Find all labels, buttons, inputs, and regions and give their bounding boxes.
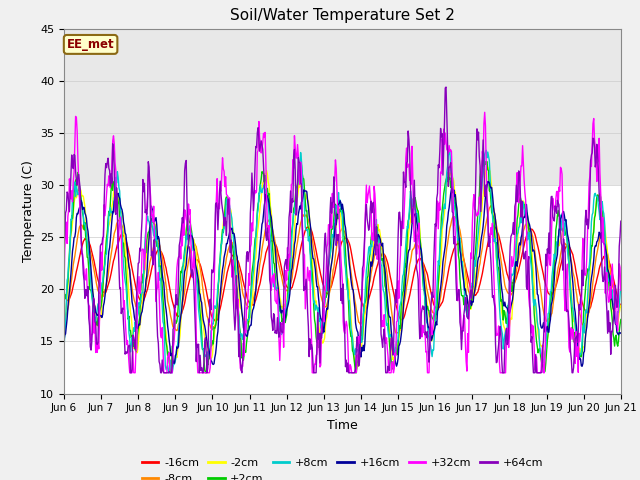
-16cm [206,307,214,312]
+8cm [335,190,342,195]
+16cm [617,330,625,336]
-16cm [182,291,190,297]
-2cm [60,329,68,335]
+64cm [183,196,191,202]
+2cm [167,370,175,376]
+8cm [568,294,575,300]
Line: +64cm: +64cm [64,87,621,373]
-8cm [444,241,451,247]
+32cm [481,109,488,115]
+32cm [126,370,134,376]
Line: +2cm: +2cm [64,160,621,373]
+2cm [568,302,575,308]
+64cm [617,218,625,224]
+2cm [183,221,191,227]
+64cm [389,352,397,358]
-2cm [353,367,360,373]
+16cm [182,263,190,268]
+32cm [389,359,397,364]
Line: +32cm: +32cm [64,112,621,373]
+2cm [479,157,487,163]
-16cm [60,293,68,299]
+16cm [60,338,68,344]
+64cm [442,84,450,90]
+32cm [568,324,575,330]
-2cm [568,287,575,292]
-16cm [389,285,397,291]
-8cm [395,331,403,336]
+16cm [443,223,451,228]
-16cm [490,223,498,228]
+8cm [207,328,215,334]
Line: -8cm: -8cm [64,206,621,334]
+32cm [335,203,342,209]
+8cm [617,282,625,288]
+32cm [617,288,625,293]
-8cm [60,314,68,320]
-2cm [334,211,342,217]
Y-axis label: Temperature (C): Temperature (C) [22,160,35,262]
X-axis label: Time: Time [327,419,358,432]
+16cm [334,208,342,214]
+32cm [183,218,191,224]
Line: +16cm: +16cm [64,181,621,366]
+8cm [164,370,172,376]
-8cm [182,275,190,281]
-8cm [388,311,396,316]
+32cm [60,288,68,293]
+8cm [444,164,451,169]
+16cm [484,179,492,184]
+2cm [617,317,625,323]
-2cm [444,178,451,183]
-8cm [487,203,495,209]
+16cm [206,353,214,359]
-8cm [334,239,342,244]
-16cm [444,273,451,278]
+2cm [389,366,397,372]
Bar [64,29,621,185]
-2cm [617,303,625,309]
+8cm [483,147,490,153]
+16cm [566,256,574,262]
-2cm [484,164,492,170]
+64cm [335,232,342,238]
+16cm [388,334,396,340]
Legend: -16cm, -8cm, -2cm, +2cm, +8cm, +16cm, +32cm, +64cm: -16cm, -8cm, -2cm, +2cm, +8cm, +16cm, +3… [138,454,547,480]
-2cm [206,353,214,359]
Line: -2cm: -2cm [64,167,621,370]
+2cm [207,342,215,348]
-16cm [617,304,625,310]
+2cm [60,300,68,306]
Line: +8cm: +8cm [64,150,621,373]
+2cm [444,179,451,184]
+64cm [60,243,68,249]
+64cm [127,370,134,376]
Line: -16cm: -16cm [64,226,621,322]
+2cm [335,216,342,221]
-2cm [389,357,397,362]
+32cm [207,347,215,353]
+64cm [568,356,575,362]
+8cm [60,347,68,352]
+64cm [445,183,452,189]
+8cm [183,237,191,242]
-8cm [568,258,575,264]
+64cm [207,307,215,313]
+16cm [579,363,586,369]
+32cm [444,147,451,153]
Title: Soil/Water Temperature Set 2: Soil/Water Temperature Set 2 [230,9,455,24]
-16cm [212,319,220,324]
+8cm [389,348,397,354]
-16cm [568,248,575,254]
-8cm [617,304,625,310]
-8cm [206,323,214,328]
Text: EE_met: EE_met [67,38,115,51]
-16cm [335,252,342,257]
-2cm [182,246,190,252]
